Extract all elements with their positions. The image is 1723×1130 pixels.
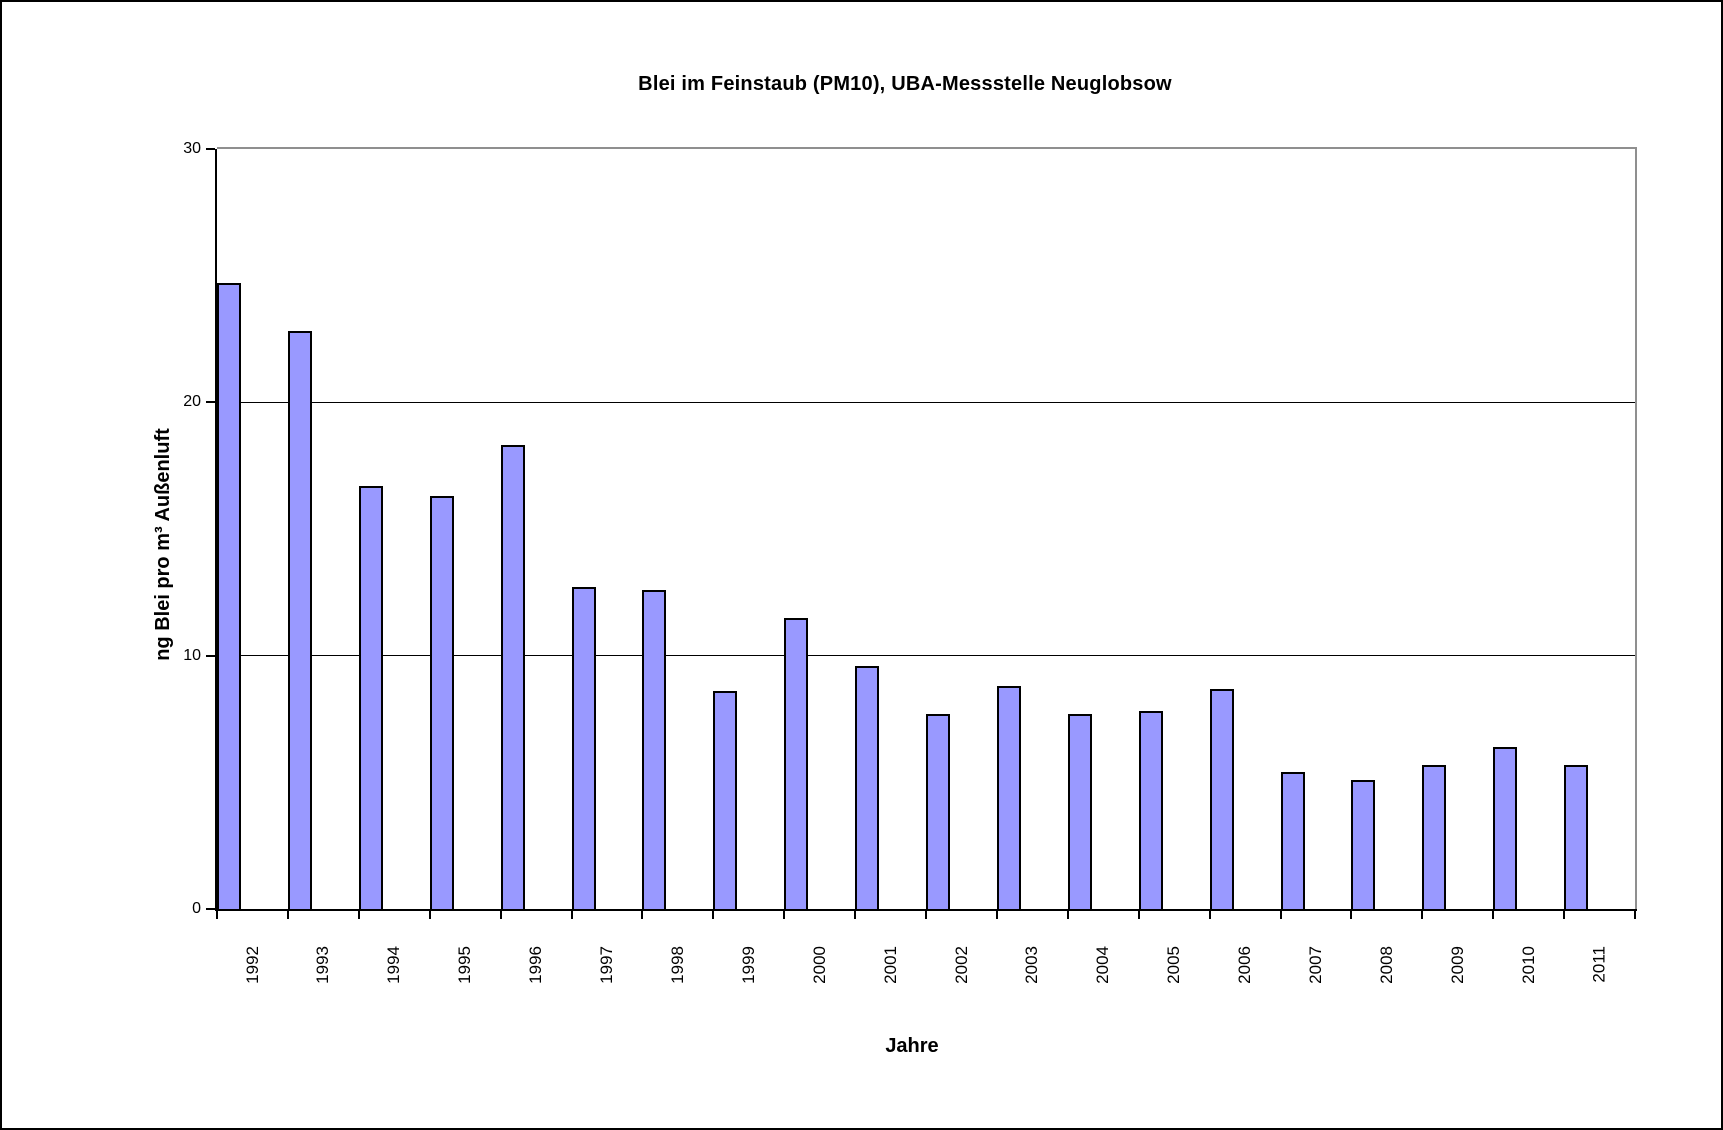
bar-1997 [571,587,596,909]
x-axis-title: Jahre [885,1035,939,1057]
x-tick-13 [1137,911,1140,919]
x-tick-label-text: 1999 [738,946,758,984]
bar-1992 [217,283,241,909]
x-tick-label-text: 2006 [1235,946,1255,984]
y-tick-label-20: 20 [183,393,201,411]
x-tick-label-text: 2011 [1589,946,1609,983]
y-tick-0 [206,908,215,910]
bar-2010 [1493,746,1518,909]
bar-1998 [642,589,667,909]
x-tick-label-text: 2009 [1447,946,1467,984]
x-tick-label-1992: 1992 [235,918,269,984]
bar-2001 [855,665,880,909]
bar-2004 [1067,713,1092,909]
x-tick-16 [1350,911,1353,919]
bar-2011 [1564,764,1589,909]
x-tick-label-text: 2000 [809,946,829,984]
y-tick-30 [206,148,215,150]
y-tick-20 [206,401,215,404]
x-tick-10 [925,911,927,919]
x-tick-label-text: 1995 [455,946,475,984]
x-tick-label-text: 2004 [1093,946,1113,984]
x-tick-0 [216,911,218,919]
bar-1996 [500,445,525,909]
x-tick-label-2004: 2004 [1086,918,1120,984]
x-tick-label-text: 2002 [951,946,971,984]
x-tick-label-1998: 1998 [661,918,695,984]
x-tick-label-text: 2008 [1376,946,1396,984]
x-tick-5 [570,911,573,919]
x-tick-14 [1208,911,1211,919]
x-tick-label-2000: 2000 [803,918,837,984]
bar-2006 [1209,688,1234,909]
x-tick-label-text: 2003 [1022,946,1042,984]
x-axis-line [215,909,1637,911]
x-tick-20 [1634,911,1636,919]
x-tick-label-2011: 2011 [1583,918,1617,984]
x-tick-3 [428,911,431,919]
bar-2005 [1138,711,1163,909]
bar-2007 [1280,772,1305,909]
x-tick-4 [499,911,502,919]
x-tick-label-2002: 2002 [944,918,978,984]
x-tick-17 [1421,911,1424,919]
x-tick-label-text: 1998 [667,946,687,984]
bar-2002 [926,713,950,909]
y-tick-10 [206,654,215,657]
x-tick-label-text: 2010 [1518,946,1538,984]
x-tick-label-1993: 1993 [306,918,340,984]
bar-2003 [996,686,1021,909]
bar-1994 [358,485,383,909]
x-tick-label-text: 2007 [1305,946,1325,984]
bar-2008 [1351,779,1376,909]
x-tick-label-text: 2005 [1164,946,1184,984]
y-tick-label-0: 0 [192,900,201,917]
x-tick-6 [641,911,644,919]
x-tick-label-2010: 2010 [1512,918,1546,984]
bar-2009 [1422,764,1447,909]
x-tick-18 [1492,911,1495,919]
x-tick-label-text: 1993 [313,946,333,984]
gridline-10 [217,655,1635,657]
plot-border-right [1635,147,1637,911]
x-tick-label-1996: 1996 [519,918,553,984]
x-tick-label-1995: 1995 [448,918,482,984]
chart-title: Blei im Feinstaub (PM10), UBA-Messstelle… [638,73,1172,95]
x-tick-label-2006: 2006 [1228,918,1262,984]
x-tick-label-1999: 1999 [732,918,766,984]
y-tick-label-30: 30 [183,140,201,157]
plot-border-top [217,147,1637,149]
bar-1995 [429,496,454,909]
bar-2000 [784,617,809,909]
x-tick-11 [995,911,998,919]
x-tick-label-2007: 2007 [1299,918,1333,984]
gridline-20 [217,401,1635,403]
bar-1999 [713,691,738,909]
x-tick-1 [286,911,289,919]
x-tick-9 [854,911,857,919]
x-tick-label-text: 2001 [880,946,900,984]
x-tick-label-1994: 1994 [377,918,411,984]
y-tick-label-10: 10 [183,646,201,664]
x-tick-label-1997: 1997 [590,918,624,984]
x-tick-7 [712,911,715,919]
x-tick-label-text: 1997 [596,946,616,984]
x-tick-15 [1279,911,1282,919]
x-tick-label-2001: 2001 [874,918,908,984]
x-tick-label-2008: 2008 [1370,918,1404,984]
x-tick-8 [783,911,786,919]
y-axis-title-text: ng Blei pro m³ Außenluft [151,427,174,661]
x-tick-label-text: 1994 [384,946,404,984]
x-tick-19 [1563,911,1566,919]
x-tick-label-2003: 2003 [1015,918,1049,984]
x-tick-label-2009: 2009 [1441,918,1475,984]
x-tick-label-2005: 2005 [1157,918,1191,984]
bar-1993 [287,331,312,909]
x-tick-2 [357,911,360,919]
x-tick-label-text: 1996 [526,946,546,984]
y-axis-line [215,149,217,911]
x-tick-12 [1066,911,1069,919]
x-tick-label-text: 1992 [242,946,262,984]
